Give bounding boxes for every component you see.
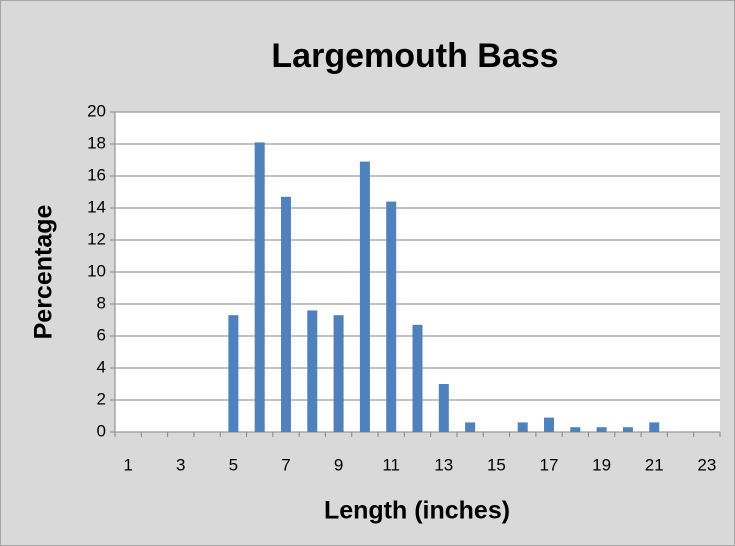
x-tick-label: 1 bbox=[123, 455, 132, 474]
y-tick-label: 10 bbox=[87, 261, 106, 280]
x-tick-label: 9 bbox=[334, 455, 343, 474]
x-axis-label: Length (inches) bbox=[324, 497, 510, 525]
bar bbox=[228, 315, 239, 432]
x-tick-label: 7 bbox=[281, 455, 290, 474]
bar bbox=[359, 161, 370, 432]
bar bbox=[280, 196, 291, 432]
y-tick-label: 12 bbox=[87, 229, 106, 248]
bar bbox=[386, 201, 397, 432]
y-tick-label: 8 bbox=[97, 293, 106, 312]
bar bbox=[649, 422, 660, 432]
bar bbox=[465, 422, 476, 432]
y-tick-label: 14 bbox=[87, 197, 106, 216]
chart-title: Largemouth Bass bbox=[271, 37, 558, 75]
y-tick-label: 2 bbox=[97, 389, 106, 408]
x-tick-label: 5 bbox=[229, 455, 238, 474]
x-tick-label: 13 bbox=[434, 455, 453, 474]
x-tick-label: 23 bbox=[697, 455, 716, 474]
y-tick-label: 16 bbox=[87, 165, 106, 184]
bar bbox=[596, 427, 607, 432]
bar bbox=[544, 417, 555, 432]
x-tick-label: 15 bbox=[487, 455, 506, 474]
bar bbox=[517, 422, 528, 432]
bar bbox=[570, 427, 581, 432]
x-tick-label: 19 bbox=[592, 455, 611, 474]
y-axis-label: Percentage bbox=[30, 205, 58, 340]
bar bbox=[307, 310, 318, 432]
bar bbox=[254, 142, 265, 432]
x-tick-label: 21 bbox=[645, 455, 664, 474]
bar bbox=[438, 384, 449, 432]
bar bbox=[622, 427, 633, 432]
x-tick-label: 11 bbox=[382, 455, 400, 474]
x-tick-label: 3 bbox=[176, 455, 185, 474]
y-tick-label: 18 bbox=[87, 133, 106, 152]
y-tick-label: 0 bbox=[97, 421, 106, 440]
y-tick-label: 20 bbox=[87, 101, 106, 120]
bar bbox=[412, 324, 423, 432]
y-tick-label: 4 bbox=[97, 357, 106, 376]
x-tick-label: 17 bbox=[540, 455, 559, 474]
bar bbox=[333, 315, 344, 432]
y-tick-label: 6 bbox=[97, 325, 106, 344]
